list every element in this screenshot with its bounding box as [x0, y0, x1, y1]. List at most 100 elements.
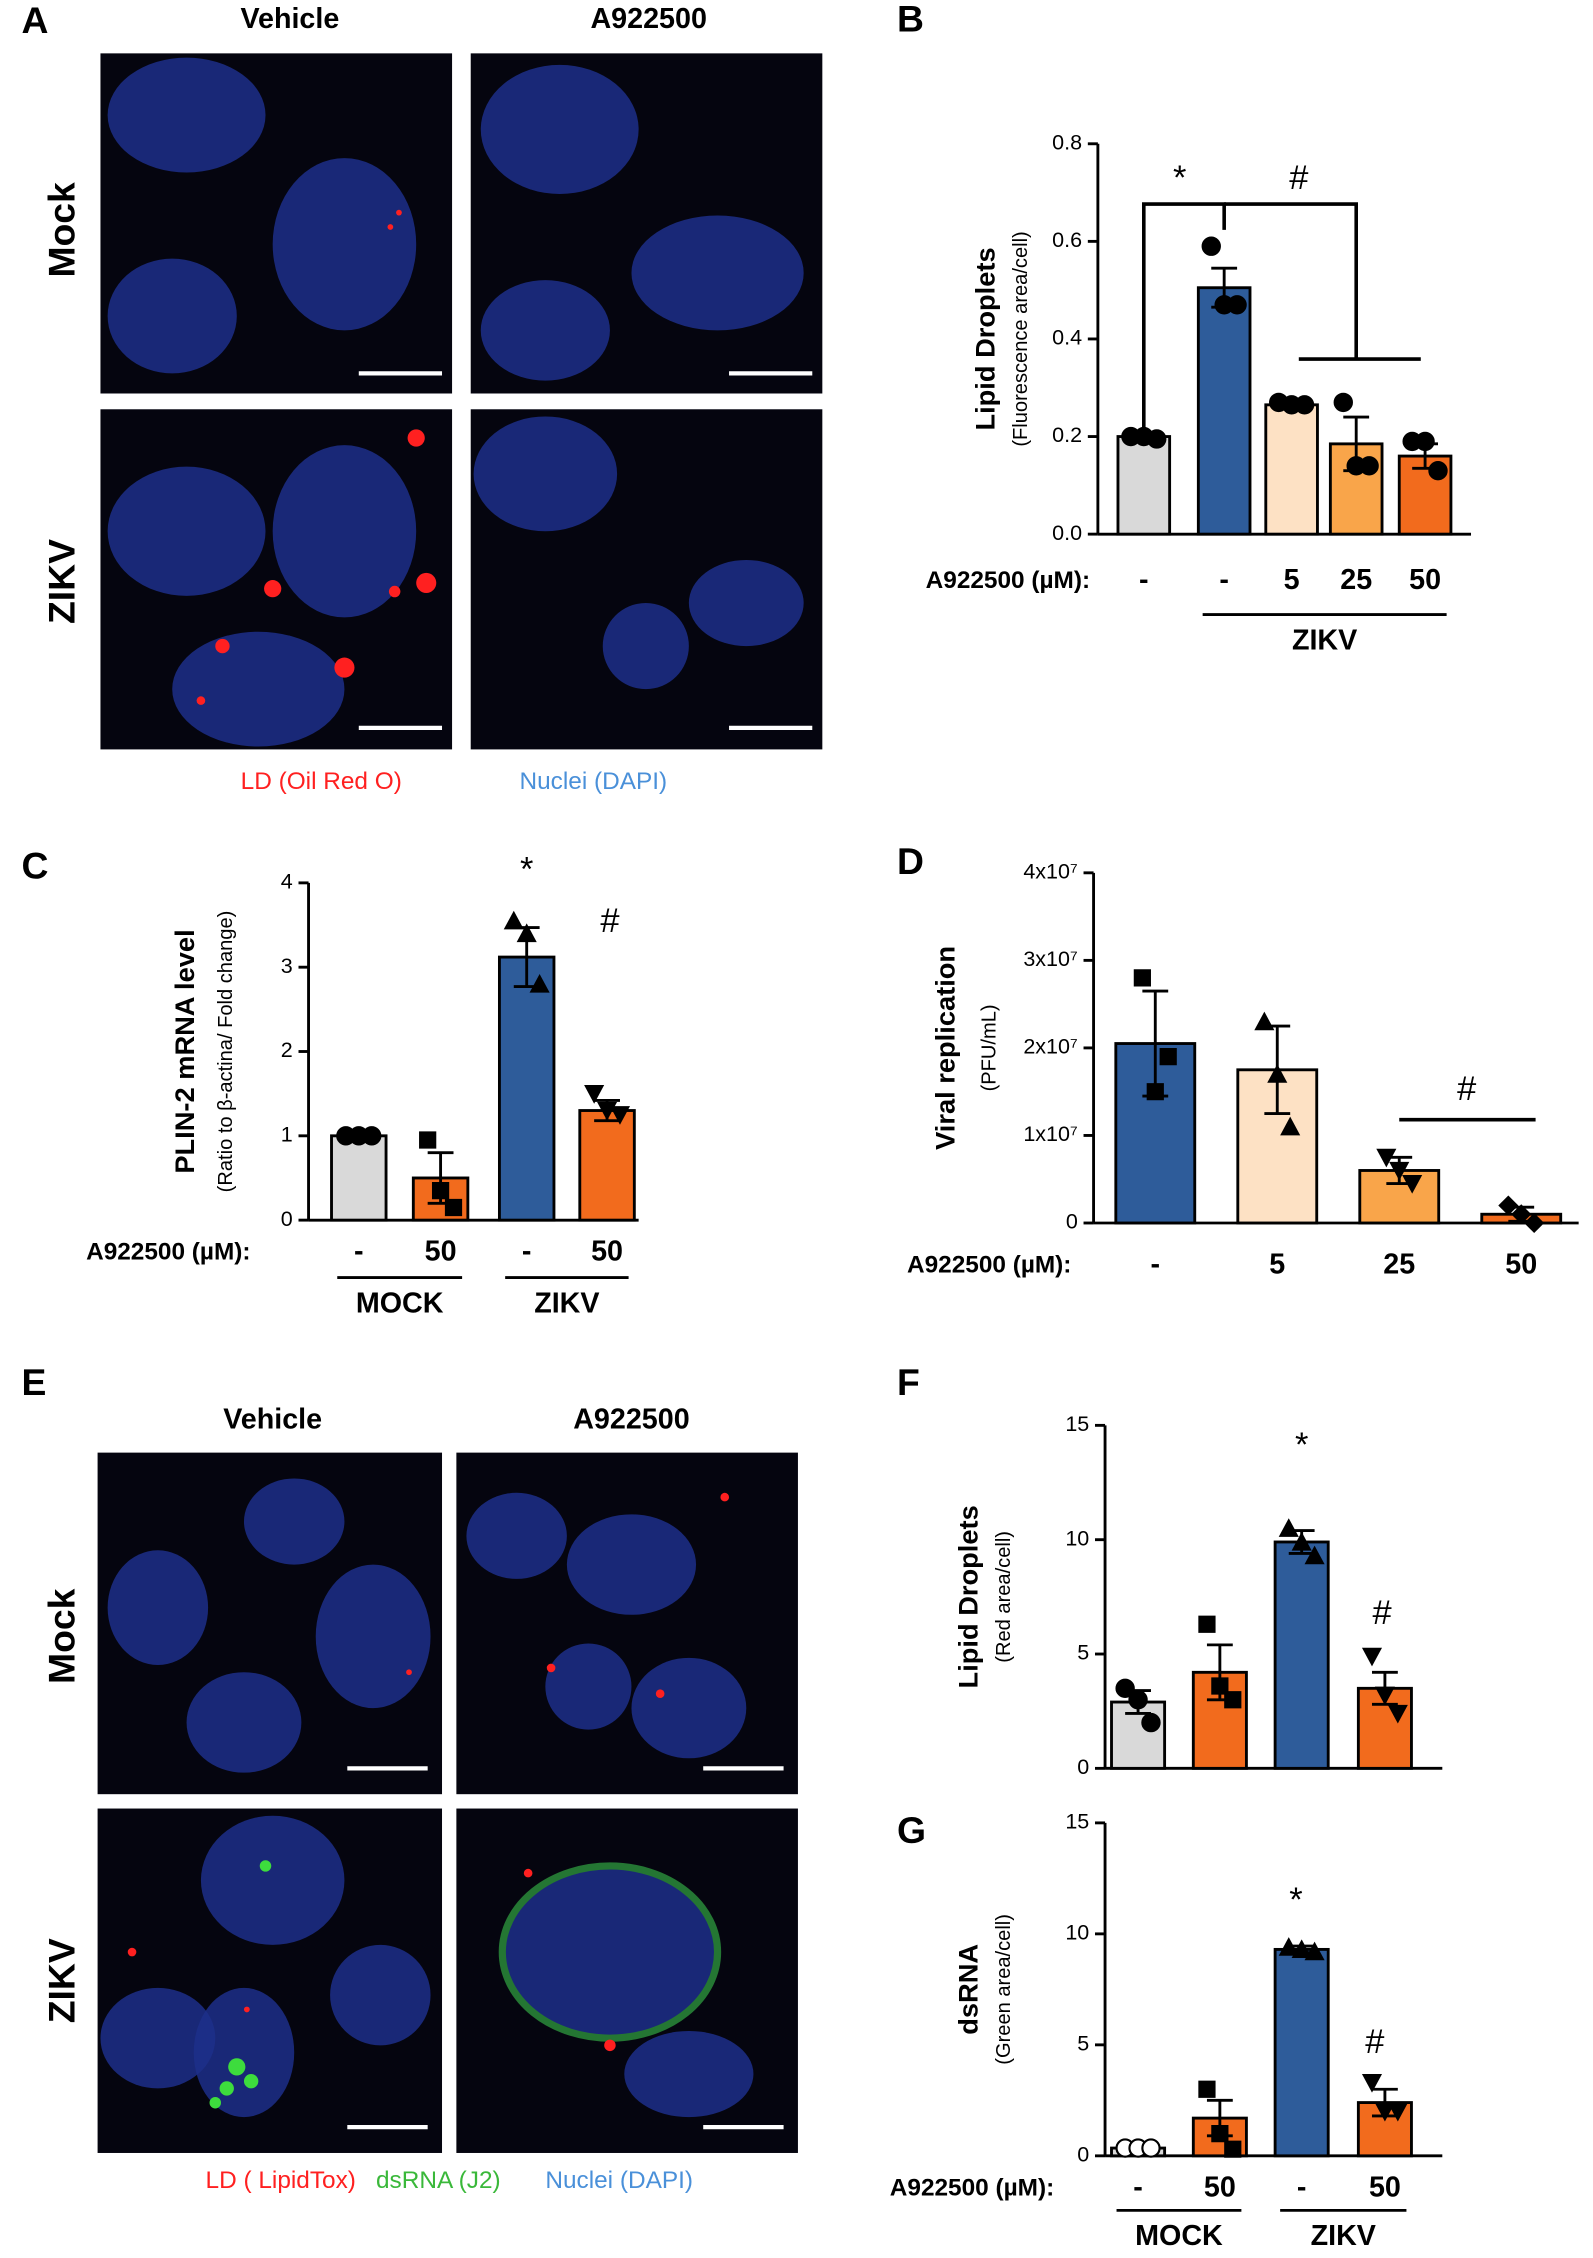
row-label: ZIKV — [40, 1938, 82, 2023]
y-tick-label: 10 — [1065, 1526, 1089, 1550]
x-tick-label: - — [522, 1236, 532, 1268]
data-point — [1141, 2138, 1161, 2158]
data-point — [529, 974, 550, 993]
y-tick-label: 3x10⁷ — [1023, 947, 1077, 971]
x-tick-label: 50 — [1369, 2171, 1401, 2203]
legend-entry: LD (Oil Red O) — [241, 768, 402, 795]
x-tick-label: 50 — [1204, 2171, 1236, 2203]
x-axis-label: A922500 (µM): — [86, 1239, 250, 1266]
data-point — [584, 1085, 605, 1104]
row-label: ZIKV — [40, 539, 82, 624]
data-point — [1146, 1083, 1164, 1101]
x-tick-label: 50 — [1409, 564, 1441, 596]
annotation: # — [1365, 2023, 1384, 2061]
group-label: ZIKV — [1311, 2220, 1376, 2252]
y-tick-label: 0.2 — [1052, 423, 1082, 447]
bar — [1273, 1540, 1330, 1770]
data-point — [1374, 1686, 1395, 1706]
data-point — [362, 1126, 382, 1146]
annotation: * — [1289, 1881, 1302, 1919]
data-point — [1278, 1937, 1299, 1956]
y-tick-label: 2x10⁷ — [1023, 1035, 1077, 1059]
y-axis-sublabel: (Fluorescence area/cell) — [1010, 231, 1032, 446]
data-point — [1511, 1204, 1532, 1225]
panel-label: F — [897, 1361, 920, 1403]
x-tick-label: 50 — [591, 1236, 623, 1268]
x-axis-label: A922500 (µM): — [926, 567, 1090, 594]
y-axis-label: PLIN-2 mRNA level — [169, 929, 200, 1173]
column-label: A922500 — [573, 1404, 689, 1436]
data-point — [444, 1198, 463, 1217]
x-tick-label: 25 — [1340, 564, 1372, 596]
data-point — [503, 910, 524, 930]
data-point — [1133, 969, 1151, 987]
group-label: ZIKV — [534, 1287, 599, 1319]
data-point — [1387, 2102, 1408, 2122]
data-point — [1198, 1615, 1216, 1633]
data-point — [1376, 1148, 1397, 1168]
data-point — [1304, 1545, 1325, 1565]
data-point — [1115, 1678, 1135, 1699]
bar — [578, 1109, 636, 1222]
legend-entry: dsRNA (J2) — [376, 2167, 501, 2194]
data-point — [1402, 1174, 1423, 1194]
y-axis-sublabel: (Red area/cell) — [993, 1531, 1015, 1663]
panel-label: A — [22, 0, 49, 41]
data-point — [1294, 395, 1315, 415]
y-tick-label: 4 — [281, 870, 293, 894]
panel-label: B — [897, 0, 924, 40]
data-point — [1267, 1064, 1288, 1083]
x-tick-label: - — [1151, 1249, 1161, 1281]
row-label: Mock — [40, 1588, 82, 1684]
y-tick-label: 5 — [1077, 1641, 1089, 1665]
y-axis-label: Lipid Droplets — [952, 1505, 983, 1688]
legend-entry: LD ( LipidTox) — [206, 2167, 356, 2194]
y-tick-label: 0.4 — [1052, 326, 1082, 350]
annotation: * — [1295, 1426, 1308, 1464]
x-tick-label: - — [1133, 2171, 1143, 2203]
panel-label: D — [897, 840, 924, 882]
data-point — [1254, 1011, 1275, 1031]
data-point — [1415, 431, 1435, 452]
data-point — [419, 1131, 437, 1149]
y-tick-label: 0 — [1077, 1755, 1089, 1779]
y-axis-sublabel: (Green area/cell) — [993, 1914, 1015, 2065]
data-point — [1278, 1518, 1299, 1537]
data-point — [431, 1182, 450, 1200]
annotation: # — [1372, 1594, 1391, 1632]
column-label: Vehicle — [223, 1404, 322, 1436]
y-tick-label: 0 — [1066, 1210, 1078, 1234]
data-point — [1198, 2080, 1216, 2098]
y-tick-label: 5 — [1077, 2032, 1089, 2056]
y-tick-label: 1x10⁷ — [1023, 1122, 1077, 1146]
y-axis-sublabel: (Ratio to β-actina/ Fold change) — [215, 911, 237, 1193]
data-point — [516, 923, 537, 943]
x-tick-label: - — [1139, 564, 1149, 596]
y-tick-label: 3 — [281, 954, 293, 978]
data-point — [1333, 392, 1353, 413]
column-label: Vehicle — [240, 3, 339, 35]
data-point — [1498, 1195, 1519, 1216]
panel-label: E — [22, 1361, 47, 1403]
x-tick-label: - — [354, 1236, 364, 1268]
data-point — [1291, 1939, 1312, 1959]
annotation: # — [1457, 1070, 1476, 1108]
column-label: A922500 — [590, 3, 706, 35]
y-tick-label: 10 — [1065, 1921, 1089, 1945]
bar — [497, 955, 556, 1222]
bar — [330, 1134, 388, 1222]
y-tick-label: 0 — [1077, 2143, 1089, 2167]
data-point — [1211, 1677, 1229, 1695]
group-label: MOCK — [1135, 2220, 1223, 2252]
y-tick-label: 15 — [1065, 1810, 1089, 1834]
annotation: * — [520, 850, 533, 888]
data-point — [1280, 1116, 1301, 1136]
x-tick-label: - — [1297, 2171, 1307, 2203]
micrographs — [97, 1452, 798, 2153]
y-tick-label: 1 — [281, 1123, 293, 1147]
annotation: # — [600, 902, 619, 940]
data-point — [1361, 1647, 1383, 1667]
bar — [1116, 435, 1172, 536]
x-axis-label: A922500 (µM): — [890, 2174, 1054, 2201]
